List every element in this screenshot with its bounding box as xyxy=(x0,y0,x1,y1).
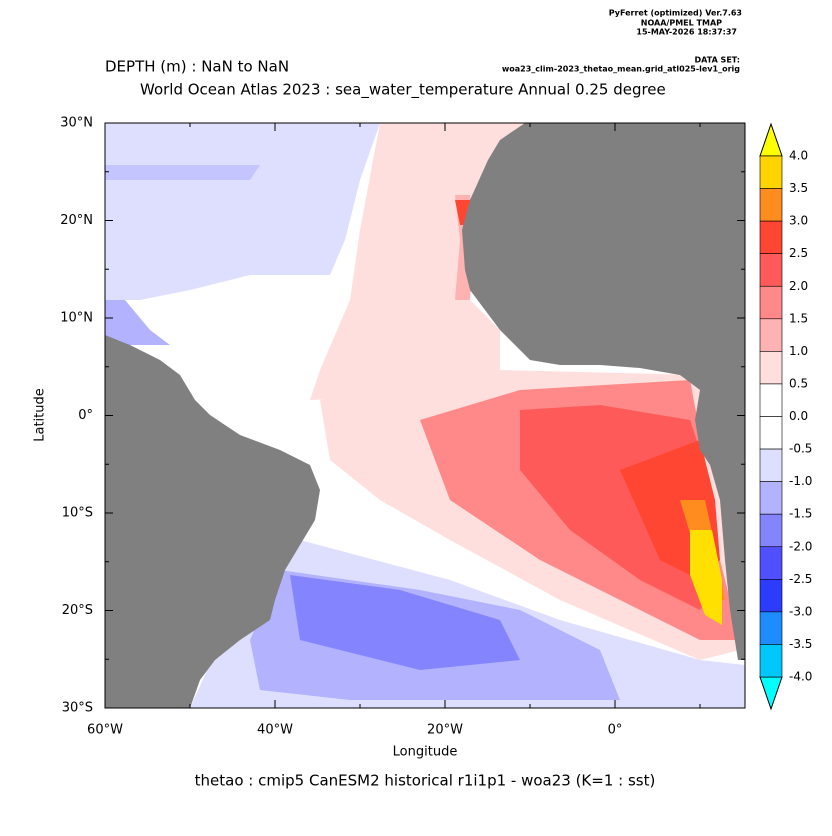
colorbar-band xyxy=(759,513,783,548)
colorbar-band xyxy=(759,188,783,222)
colorbar-label: -4.0 xyxy=(789,670,812,684)
colorbar-label: 2.0 xyxy=(789,279,808,293)
benguela-yellow xyxy=(690,530,722,625)
colorbar-under xyxy=(759,676,783,711)
dataset-label: DATA SET: xyxy=(695,56,740,65)
colorbar-label: 1.0 xyxy=(789,344,808,358)
dataset: woa23_clim-2023_thetao_mean.grid_atl025-… xyxy=(502,65,740,74)
y-tick-label: 10°S xyxy=(62,506,93,521)
colorbar-label: -3.5 xyxy=(789,637,812,651)
colorbar-label: 2.5 xyxy=(789,246,808,260)
colorbar-band xyxy=(759,253,783,287)
north-blue2 xyxy=(105,165,260,180)
colorbar-band xyxy=(759,481,783,515)
north-blue3 xyxy=(105,300,170,345)
y-tick-label: 30°S xyxy=(62,701,93,716)
colorbar-band xyxy=(759,285,783,320)
colorbar-label: -0.5 xyxy=(789,442,812,456)
timestamp: 15-MAY-2026 18:37:37 xyxy=(636,28,737,37)
main-title: World Ocean Atlas 2023 : sea_water_tempe… xyxy=(140,81,666,100)
colorbar-band xyxy=(759,448,783,482)
y-tick-label: 20°N xyxy=(60,213,93,228)
colorbar-over xyxy=(759,122,783,157)
colorbar-label: 4.0 xyxy=(789,149,808,163)
colorbar-label: -2.0 xyxy=(789,539,812,553)
x-axis-label: Longitude xyxy=(393,745,458,760)
colorbar-label: -1.5 xyxy=(789,507,812,521)
colorbar-label: 0.5 xyxy=(789,376,808,390)
software: PyFerret (optimized) Ver.7.63 xyxy=(609,9,742,18)
y-tick-label: 10°N xyxy=(60,311,93,326)
y-tick-label: 20°S xyxy=(62,603,93,618)
x-tick-label: 60°W xyxy=(87,723,123,738)
colorbar-label: -3.0 xyxy=(789,604,812,618)
depth-title: DEPTH (m) : NaN to NaN xyxy=(105,58,289,76)
x-tick-label: 40°W xyxy=(257,723,293,738)
north-red xyxy=(310,123,525,400)
y-tick-label: 30°N xyxy=(60,116,93,131)
colorbar-label: 1.5 xyxy=(789,311,808,325)
colorbar-band xyxy=(759,579,783,613)
colorbar-band xyxy=(759,155,783,189)
colorbar-band xyxy=(759,546,783,580)
colorbar-label: 3.5 xyxy=(789,181,808,195)
y-axis-label: Latitude xyxy=(33,388,48,442)
colorbar-band xyxy=(759,220,783,254)
colorbar-band xyxy=(759,611,783,645)
colorbar-label: 3.0 xyxy=(789,214,808,228)
colorbar-band xyxy=(759,351,783,385)
colorbar-band xyxy=(759,644,783,678)
colorbar-band xyxy=(759,318,783,352)
colorbar-band xyxy=(759,383,783,417)
y-tick-label: 0° xyxy=(78,408,93,423)
map xyxy=(105,123,745,708)
south-blue2 xyxy=(290,575,520,670)
footer: thetao : cmip5 CanESM2 historical r1i1p1… xyxy=(195,772,656,790)
colorbar-label: 0.0 xyxy=(789,409,808,423)
africa xyxy=(462,123,745,660)
org: NOAA/PMEL TMAP xyxy=(641,19,722,28)
x-tick-label: 20°W xyxy=(427,723,463,738)
colorbar-label: -2.5 xyxy=(789,572,812,586)
south-america xyxy=(105,335,320,708)
colorbar-label: -1.0 xyxy=(789,474,812,488)
colorbar-band xyxy=(759,416,783,450)
x-tick-label: 0° xyxy=(608,723,623,738)
